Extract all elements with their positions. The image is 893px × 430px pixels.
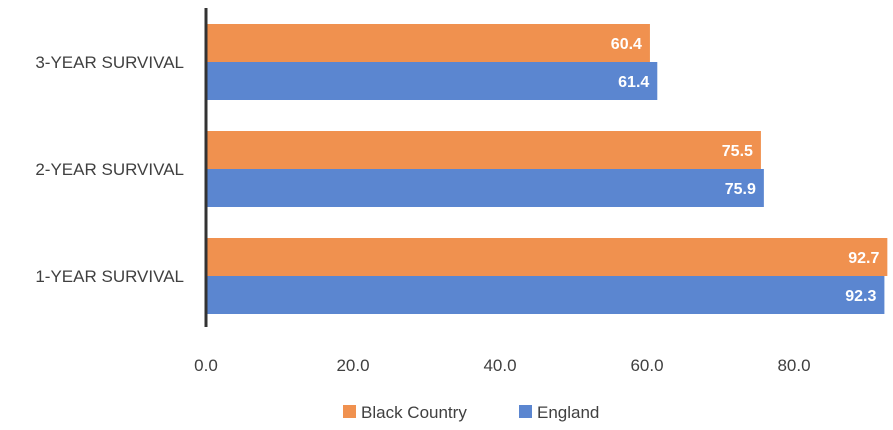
data-label-black-country-2-year-survival: 75.5 [722,143,753,160]
legend-label-england: England [537,403,599,422]
x-tick-label: 40.0 [483,356,516,375]
bar-black-country-2-year-survival [206,131,761,169]
bar-england-2-year-survival [206,169,764,207]
x-tick-label: 0.0 [194,356,218,375]
category-labels: 3-YEAR SURVIVAL 2-YEAR SURVIVAL 1-YEAR SUR… [35,53,184,286]
legend: Black Country England [343,403,599,422]
legend-swatch-england [519,405,532,418]
bar-england-1-year-survival [206,276,885,314]
data-label-black-country-3-year-survival: 60.4 [611,36,642,53]
x-axis-tick-labels: 0.0 20.0 40.0 60.0 80.0 [194,356,810,375]
bar-black-country-3-year-survival [206,24,650,62]
legend-swatch-black-country [343,405,356,418]
x-tick-label: 80.0 [777,356,810,375]
data-label-england-2-year-survival: 75.9 [725,181,756,198]
data-label-england-3-year-survival: 61.4 [618,74,649,91]
bar-england-3-year-survival [206,62,658,100]
category-label-2-year-survival: 2-YEAR SURVIVAL [35,160,184,179]
data-label-black-country-1-year-survival: 92.7 [848,250,879,267]
data-label-england-1-year-survival: 92.3 [845,288,876,305]
category-label-1-year-survival: 1-YEAR SURVIVAL [35,267,184,286]
bar-black-country-1-year-survival [206,238,888,276]
category-label-3-year-survival: 3-YEAR SURVIVAL [35,53,184,72]
x-tick-label: 20.0 [336,356,369,375]
legend-label-black-country: Black Country [361,403,467,422]
bars-group: 60.4 61.4 75.5 75.9 92.7 92.3 [206,24,888,314]
x-tick-label: 60.0 [630,356,663,375]
